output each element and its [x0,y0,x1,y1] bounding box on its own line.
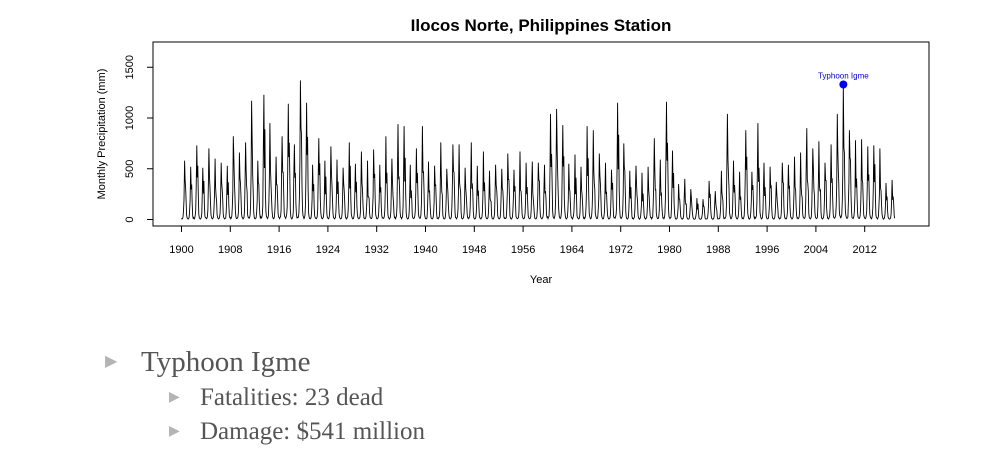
y-tick-label: 0 [124,216,136,222]
x-tick-label: 1940 [413,244,437,256]
x-tick-label: 1948 [462,244,486,256]
x-tick-label: 1988 [706,244,730,256]
x-tick-label: 1900 [169,244,193,256]
chart-title: Ilocos Norte, Philippines Station [411,16,672,35]
x-tick-label: 1996 [755,244,779,256]
sub-bullet-item: ▶ Damage: $541 million [169,415,425,449]
precipitation-series-line [181,80,896,221]
x-tick-label: 1964 [560,244,584,256]
y-tick-label: 1500 [124,55,136,79]
x-tick-label: 1956 [511,244,535,256]
triangle-bullet-icon: ▶ [169,424,180,439]
x-tick-label: 1980 [657,244,681,256]
bullet-list: ▶ Typhoon Igme ▶ Fatalities: 23 dead ▶ D… [105,343,425,449]
triangle-bullet-icon: ▶ [105,353,118,370]
triangle-bullet-icon: ▶ [169,390,180,405]
x-tick-label: 1916 [267,244,291,256]
damage-text: Damage: $541 million [200,418,425,445]
x-tick-label: 1924 [316,244,340,256]
typhoon-point [839,80,848,89]
y-tick-label: 500 [124,160,136,178]
typhoon-annotation: Typhoon Igme [818,72,869,89]
x-tick-label: 1972 [608,244,632,256]
series-path [181,80,896,221]
y-axis: 0 500 1000 1500 [124,55,154,223]
sub-bullet-item: ▶ Fatalities: 23 dead [169,381,425,415]
fatalities-text: Fatalities: 23 dead [200,384,384,411]
x-tick-label: 2012 [852,244,876,256]
precipitation-chart: Ilocos Norte, Philippines Station 1900 19… [96,16,930,286]
x-tick-label: 1908 [218,244,242,256]
x-axis-label: Year [530,274,553,286]
x-tick-label: 1932 [364,244,388,256]
x-axis: 1900 1908 1916 1924 1932 1940 1948 1956 1964 1972… [169,225,877,256]
typhoon-label: Typhoon Igme [818,72,869,81]
x-tick-label: 2004 [804,244,828,256]
bullet-item: ▶ Typhoon Igme [105,343,425,381]
y-tick-label: 1000 [124,106,136,130]
bullet-main-text: Typhoon Igme [141,346,311,378]
y-axis-label: Monthly Precipitation (mm) [96,69,108,200]
